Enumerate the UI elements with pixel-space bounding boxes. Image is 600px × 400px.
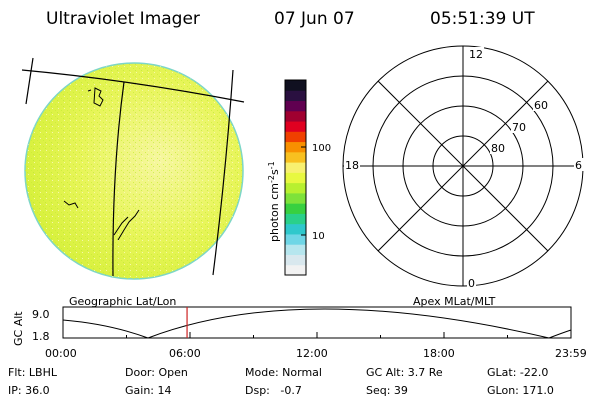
colorbar-segment: [285, 182, 306, 194]
info-mode: Mode: Normal: [245, 366, 322, 379]
polar-label-0: 0: [468, 277, 475, 290]
longitude-line-center: [112, 81, 125, 277]
info-filter: Flt: LBHL: [8, 366, 58, 379]
colorbar-unit-label: photon cm-2s-1: [267, 161, 281, 242]
header: Ultraviolet Imager 07 Jun 07 05:51:39 UT: [46, 9, 535, 29]
colorbar-segment: [285, 203, 306, 214]
label-bg-0: [467, 276, 476, 289]
colorbar-segment: [285, 151, 306, 163]
label-bg-6: [574, 158, 584, 171]
polar-label-60: 60: [534, 99, 548, 112]
timeline-x-tick-3: 18:00: [423, 347, 455, 360]
info-dsp: Dsp: -0.7: [245, 384, 302, 397]
colorbar-segment: [285, 233, 306, 245]
info-door: Door: Open: [125, 366, 188, 379]
colorbar-segment: [285, 131, 306, 143]
colorbar-label-10: 10: [312, 231, 325, 242]
colorbar-segment: [285, 223, 306, 235]
info-glon: GLon: 171.0: [487, 384, 554, 397]
polar-line-diag2: [377, 80, 549, 252]
info-gc-alt: GC Alt: 3.7 Re: [366, 366, 443, 379]
colorbar-segment: [285, 244, 306, 255]
colorbar-segment: [285, 254, 306, 266]
colorbar-segment: [285, 162, 306, 173]
info-panel: Flt: LBHL IP: 36.0 Door: Open Gain: 14 M…: [8, 366, 554, 397]
colorbar-segment: [285, 121, 306, 132]
altitude-curve: [62, 308, 572, 339]
timeline-x-tick-4: 23:59: [555, 347, 587, 360]
timeline-y-top: 9.0: [32, 308, 50, 321]
polar-label-80: 80: [491, 142, 505, 155]
polar-grid: [342, 45, 584, 287]
colorbar-label-100: 100: [312, 143, 331, 154]
colorbar-segment: [285, 110, 306, 122]
label-bg-80: [490, 141, 508, 154]
colorbar-segments: [285, 80, 306, 276]
earth-disk-noise: [25, 63, 243, 279]
label-bg-70: [511, 120, 529, 133]
timeline-x-tick-2: 12:00: [296, 347, 328, 360]
polar-label-6: 6: [575, 159, 582, 172]
polar-label-70: 70: [512, 121, 526, 134]
label-bg-60: [533, 98, 551, 111]
timeline-y-bottom: 1.8: [32, 330, 50, 343]
observation-time: 05:51:39 UT: [430, 9, 535, 29]
colorbar-segment: [285, 192, 306, 204]
info-glat: GLat: -22.0: [487, 366, 548, 379]
colorbar-segment: [285, 172, 306, 184]
timeline-yaxis-label: GC Alt: [12, 311, 25, 346]
colorbar-segment: [285, 213, 306, 225]
timeline-right-title: Apex MLat/MLT: [413, 295, 496, 308]
polar-label-18: 18: [345, 159, 359, 172]
grid-segment-left: [25, 57, 34, 105]
colorbar-frame: [284, 79, 307, 276]
colorbar: 100 10 photon cm-2s-1: [267, 79, 331, 276]
colorbar-segment: [285, 90, 306, 102]
coastline-outlines: [63, 87, 140, 241]
colorbar-segment: [285, 100, 306, 112]
timeline-x-tick-1: 06:00: [169, 347, 201, 360]
polar-labels: 12 6 18 0 60 70 80: [344, 47, 584, 290]
timeline-ticks: [62, 332, 572, 338]
orbit-altitude-timeline: Geographic Lat/Lon Apex MLat/MLT GC Alt …: [12, 295, 587, 360]
colorbar-segment: [285, 80, 306, 91]
label-bg-12: [468, 47, 484, 60]
observation-date: 07 Jun 07: [274, 9, 355, 29]
info-gain: Gain: 14: [125, 384, 172, 397]
polar-label-12: 12: [469, 48, 483, 61]
colorbar-segment: [285, 264, 306, 276]
timeline-x-tick-0: 00:00: [45, 347, 77, 360]
earth-image: [21, 57, 245, 280]
info-seq: Seq: 39: [366, 384, 408, 397]
timeline-left-title: Geographic Lat/Lon: [69, 295, 176, 308]
geographic-grid-lines: [21, 57, 245, 277]
latitude-line: [21, 69, 245, 103]
info-ip: IP: 36.0: [8, 384, 50, 397]
label-bg-18: [344, 158, 360, 171]
longitude-line-right: [212, 69, 234, 276]
colorbar-segment: [285, 141, 306, 153]
instrument-title: Ultraviolet Imager: [46, 9, 200, 29]
